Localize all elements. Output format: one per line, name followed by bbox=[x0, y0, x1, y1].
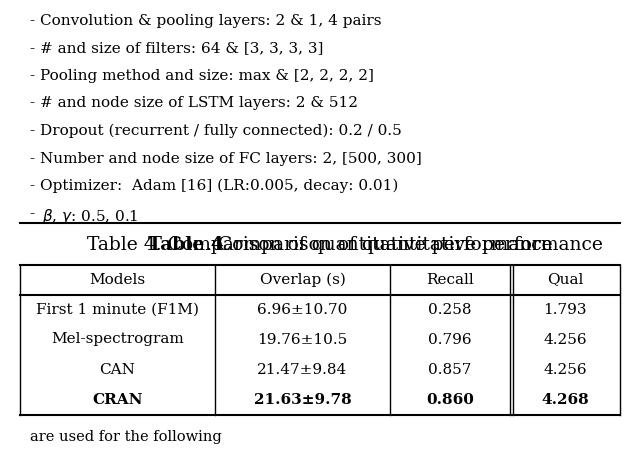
Text: Models: Models bbox=[90, 272, 145, 287]
Text: Recall: Recall bbox=[426, 272, 474, 287]
Text: $\beta$, $\gamma$: 0.5, 0.1: $\beta$, $\gamma$: 0.5, 0.1 bbox=[42, 207, 138, 226]
Text: - Convolution & pooling layers: 2 & 1, 4 pairs: - Convolution & pooling layers: 2 & 1, 4… bbox=[30, 14, 381, 28]
Text: 19.76±10.5: 19.76±10.5 bbox=[257, 333, 348, 347]
Text: First 1 minute (F1M): First 1 minute (F1M) bbox=[36, 303, 199, 317]
Text: Table 4. Comparison of quantitative performance: Table 4. Comparison of quantitative perf… bbox=[87, 237, 553, 255]
Text: - Optimizer:  Adam [16] (LR:0.005, decay: 0.01): - Optimizer: Adam [16] (LR:0.005, decay:… bbox=[30, 179, 398, 193]
Text: 0.860: 0.860 bbox=[426, 393, 474, 407]
Text: Table 4: Table 4 bbox=[0, 475, 1, 476]
Text: 1.793: 1.793 bbox=[543, 303, 587, 317]
Text: are used for the following: are used for the following bbox=[30, 430, 221, 445]
Text: CRAN: CRAN bbox=[92, 393, 143, 407]
Text: - # and node size of LSTM layers: 2 & 512: - # and node size of LSTM layers: 2 & 51… bbox=[30, 97, 358, 110]
Text: Table 4: Table 4 bbox=[148, 237, 224, 255]
Text: 0.796: 0.796 bbox=[428, 333, 472, 347]
Text: - # and size of filters: 64 & [3, 3, 3, 3]: - # and size of filters: 64 & [3, 3, 3, … bbox=[30, 41, 323, 56]
Text: . Comparison of quantitative performance: . Comparison of quantitative performance bbox=[206, 237, 603, 255]
Text: Overlap (s): Overlap (s) bbox=[260, 272, 346, 287]
Text: Qual: Qual bbox=[547, 272, 583, 287]
Text: Mel-spectrogram: Mel-spectrogram bbox=[51, 333, 184, 347]
Text: 4.256: 4.256 bbox=[543, 333, 587, 347]
Text: - Pooling method and size: max & [2, 2, 2, 2]: - Pooling method and size: max & [2, 2, … bbox=[30, 69, 374, 83]
Text: 6.96±10.70: 6.96±10.70 bbox=[257, 303, 348, 317]
Text: 0.258: 0.258 bbox=[428, 303, 472, 317]
Text: 4.256: 4.256 bbox=[543, 363, 587, 377]
Text: -: - bbox=[30, 207, 40, 220]
Text: CAN: CAN bbox=[100, 363, 136, 377]
Text: 4.268: 4.268 bbox=[541, 393, 589, 407]
Text: - Dropout (recurrent / fully connected): 0.2 / 0.5: - Dropout (recurrent / fully connected):… bbox=[30, 124, 402, 139]
Text: - Number and node size of FC layers: 2, [500, 300]: - Number and node size of FC layers: 2, … bbox=[30, 151, 422, 166]
Text: 0.857: 0.857 bbox=[428, 363, 472, 377]
Text: 21.47±9.84: 21.47±9.84 bbox=[257, 363, 348, 377]
Text: 21.63±9.78: 21.63±9.78 bbox=[253, 393, 351, 407]
